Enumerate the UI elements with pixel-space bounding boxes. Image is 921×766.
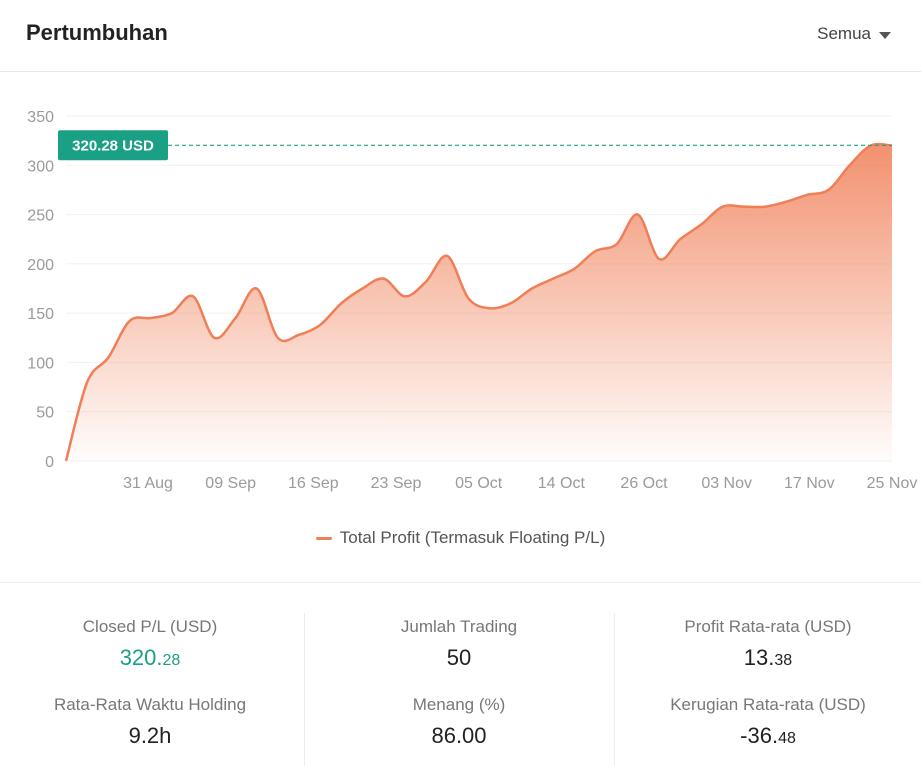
x-tick-label: 05 Oct — [455, 475, 503, 492]
stats-panel: Closed P/L (USD) 320.28 Jumlah Trading 5… — [0, 583, 921, 766]
y-tick-label: 350 — [27, 109, 54, 126]
header: Pertumbuhan Semua — [0, 0, 921, 72]
legend-label: Total Profit (Termasuk Floating P/L) — [339, 528, 606, 547]
y-axis-ticks: 0 50 100 150 200 250 300 350 — [27, 109, 54, 471]
stat-value-int: -36. — [740, 723, 779, 748]
stat-label: Rata-Rata Waktu Holding — [53, 695, 247, 714]
series-line — [64, 142, 893, 462]
y-tick-label: 0 — [45, 454, 54, 471]
stat-value: -36.48 — [618, 723, 918, 749]
period-filter-dropdown[interactable]: Semua — [817, 24, 891, 44]
x-tick-label: 31 Aug — [123, 475, 173, 492]
x-axis-ticks: 31 Aug 09 Sep 16 Sep 23 Sep 05 Oct 14 Oct 26 O… — [123, 475, 917, 492]
column-separator — [304, 613, 305, 766]
stat-waktu-holding: Rata-Rata Waktu Holding 9.2h — [0, 695, 300, 749]
y-tick-label: 300 — [27, 158, 54, 175]
stat-label: Menang (%) — [412, 695, 506, 714]
x-tick-label: 14 Oct — [538, 475, 586, 492]
y-tick-label: 250 — [27, 208, 54, 225]
stat-label: Closed P/L (USD) — [82, 617, 218, 636]
stat-value: 13.38 — [618, 645, 918, 671]
x-tick-label: 03 Nov — [701, 475, 752, 492]
stat-closed-pl: Closed P/L (USD) 320.28 — [0, 617, 300, 671]
stat-kerugian-rata: Kerugian Rata-rata (USD) -36.48 — [618, 695, 918, 749]
chart-legend[interactable]: Total Profit (Termasuk Floating P/L) — [0, 528, 921, 548]
column-separator — [614, 613, 615, 766]
legend-swatch — [315, 537, 332, 541]
page-title: Pertumbuhan — [26, 20, 168, 45]
stat-label: Kerugian Rata-rata (USD) — [670, 695, 866, 714]
period-filter-label: Semua — [817, 24, 871, 43]
x-tick-label: 23 Sep — [371, 475, 422, 492]
stat-label: Profit Rata-rata (USD) — [684, 617, 852, 636]
series-area — [66, 144, 892, 461]
y-tick-label: 200 — [27, 257, 54, 274]
x-tick-label: 25 Nov — [867, 475, 918, 492]
divider — [0, 582, 921, 583]
stat-value-dec: 28 — [162, 652, 181, 669]
last-value-badge — [58, 130, 168, 161]
stat-profit-rata: Profit Rata-rata (USD) 13.38 — [618, 617, 918, 671]
chevron-down-icon — [879, 31, 891, 39]
stat-value: 86.00 — [431, 723, 487, 748]
y-tick-label: 50 — [36, 405, 54, 422]
stat-menang: Menang (%) 86.00 — [309, 695, 609, 749]
stat-value: 50 — [446, 645, 472, 670]
stat-value: 9.2h — [128, 723, 172, 748]
y-tick-label: 100 — [27, 355, 54, 372]
stat-value-int: 13. — [743, 645, 775, 670]
stat-value: 320.28 — [0, 645, 300, 671]
x-tick-label: 26 Oct — [620, 475, 668, 492]
stat-value-dec: 48 — [778, 730, 796, 747]
x-tick-label: 17 Nov — [784, 475, 835, 492]
stat-label: Jumlah Trading — [400, 617, 518, 636]
stat-jumlah-trading: Jumlah Trading 50 — [309, 617, 609, 671]
last-value-badge-label: 320.28 USD — [72, 137, 154, 154]
x-tick-label: 16 Sep — [288, 475, 339, 492]
x-tick-label: 09 Sep — [205, 475, 256, 492]
stat-value-int: 320. — [119, 645, 163, 670]
y-tick-label: 150 — [27, 306, 54, 323]
growth-chart: 0 50 100 150 200 250 300 350 31 Aug 09 Sep 16 Sep… — [27, 109, 917, 492]
stat-value-dec: 38 — [774, 652, 793, 669]
